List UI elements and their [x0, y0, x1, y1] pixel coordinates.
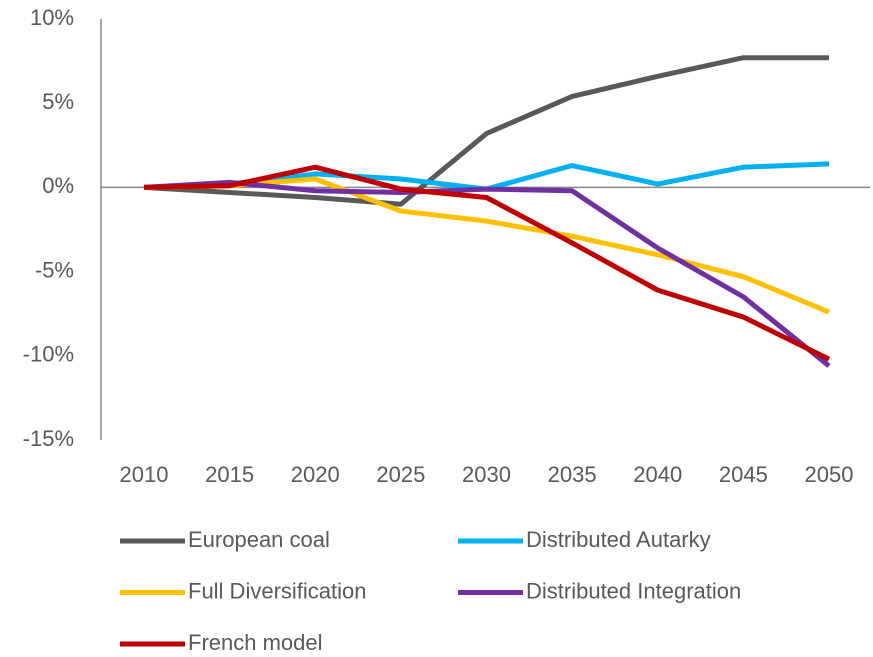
legend-label: European coal: [188, 527, 330, 552]
series-line: [143, 55, 829, 207]
y-tick-label: 0%: [42, 173, 74, 198]
y-tick-label: -5%: [35, 257, 74, 282]
y-tick-label: -10%: [23, 342, 74, 367]
x-tick-label: 2015: [205, 462, 254, 487]
legend-label: Distributed Autarky: [526, 527, 711, 552]
legend-label: Full Diversification: [188, 578, 367, 603]
legend-label: French model: [188, 630, 323, 655]
series-line: [143, 179, 831, 368]
y-tick-label: -15%: [23, 426, 74, 451]
x-tick-label: 2050: [805, 462, 854, 487]
x-tick-label: 2045: [719, 462, 768, 487]
x-tick-label: 2030: [462, 462, 511, 487]
x-tick-label: 2025: [376, 462, 425, 487]
y-tick-label: 5%: [42, 89, 74, 114]
x-tick-label: 2020: [291, 462, 340, 487]
y-tick-label: 10%: [30, 5, 74, 30]
x-tick-label: 2035: [548, 462, 597, 487]
series-line: [143, 164, 831, 362]
x-tick-label: 2040: [633, 462, 682, 487]
legend-label: Distributed Integration: [526, 578, 741, 603]
x-tick-label: 2010: [120, 462, 169, 487]
